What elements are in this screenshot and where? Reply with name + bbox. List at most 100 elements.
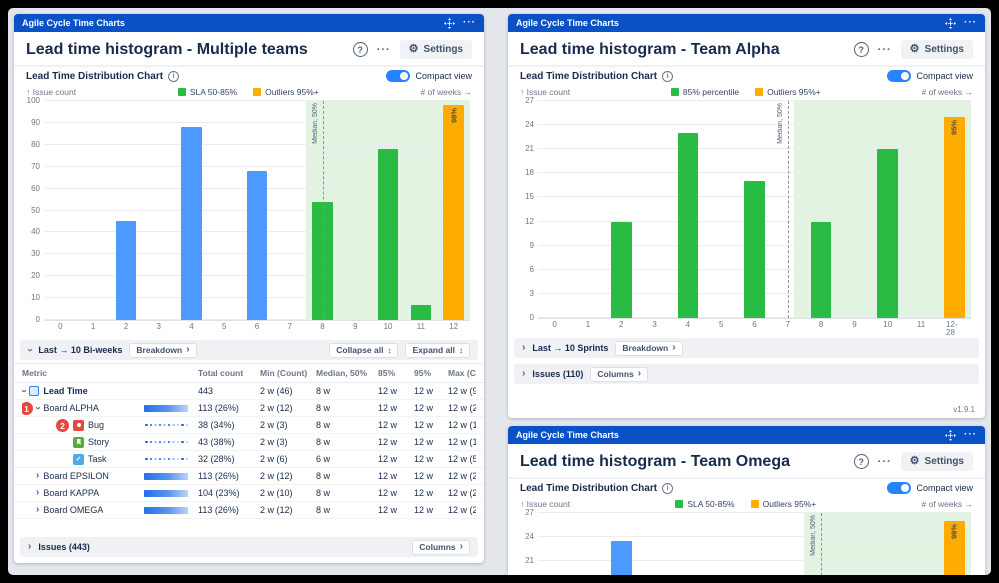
collapse-row-icon[interactable]: › xyxy=(22,389,30,392)
legend-item[interactable]: 85% percentile xyxy=(670,87,739,97)
column-header[interactable]: Total count xyxy=(198,368,244,378)
info-icon[interactable]: i xyxy=(662,70,674,82)
histogram-bar-x12[interactable]: 95% xyxy=(944,117,965,318)
histogram-bar-x2[interactable] xyxy=(610,221,632,318)
gadget-more-icon[interactable]: ··· xyxy=(463,17,476,28)
value-cell: 12 w (9 xyxy=(448,386,476,396)
move-gadget-icon[interactable] xyxy=(945,429,956,441)
histogram-bar-x6[interactable] xyxy=(744,181,765,318)
legend-item[interactable]: SLA 50-85% xyxy=(675,499,735,509)
percentile-label: 98% xyxy=(449,108,459,124)
info-icon[interactable]: i xyxy=(168,70,180,82)
histogram-bar-x10[interactable] xyxy=(377,149,399,320)
expand-section-icon[interactable]: › xyxy=(522,342,526,353)
column-header[interactable]: Metric xyxy=(22,368,48,378)
collapse-section-icon[interactable]: › xyxy=(24,348,36,352)
help-icon[interactable]: ? xyxy=(853,42,869,57)
expand-row-icon[interactable]: › xyxy=(36,470,40,481)
distribution-minibar xyxy=(144,472,188,480)
legend-item[interactable]: Outliers 95%+ xyxy=(750,499,816,509)
help-icon[interactable]: ? xyxy=(853,454,869,469)
y-tick-label: 80 xyxy=(31,139,40,149)
green-swatch-icon xyxy=(177,88,186,96)
column-header[interactable]: 85% xyxy=(378,368,396,378)
histogram-bar-x6[interactable] xyxy=(246,171,268,320)
expand-row-icon[interactable]: › xyxy=(36,487,40,498)
legend-item[interactable]: SLA 50-85% xyxy=(177,87,237,97)
settings-button[interactable]: ⚙ Settings xyxy=(900,452,973,471)
median-line xyxy=(821,513,823,575)
columns-button[interactable]: Columns › xyxy=(590,366,649,382)
value-cell: 12 w xyxy=(378,454,398,464)
gadget-more-icon[interactable]: ··· xyxy=(964,429,977,440)
collapse-all-label: Collapse all xyxy=(336,345,384,355)
y-tick-label: 60 xyxy=(31,183,40,193)
page-title: Lead time histogram - Team Alpha xyxy=(520,40,780,58)
histogram-bar-x12[interactable]: 98% xyxy=(443,105,464,320)
x-axis-label: # of weeks → xyxy=(921,87,974,97)
help-icon[interactable]: ? xyxy=(352,42,368,57)
gridline xyxy=(44,121,470,123)
histogram-bar-x10[interactable] xyxy=(877,149,899,318)
gadget-titlebar[interactable]: Agile Cycle Time Charts ··· xyxy=(508,14,985,32)
breakdown-button[interactable]: Breakdown › xyxy=(129,342,197,358)
column-header[interactable]: Max (Count) xyxy=(448,368,476,378)
expand-all-button[interactable]: Expand all ↕ xyxy=(405,342,470,358)
histogram-bar-x4[interactable] xyxy=(181,127,202,320)
legend-item[interactable]: Outliers 95%+ xyxy=(755,87,821,97)
compact-view-toggle[interactable] xyxy=(386,70,411,82)
table-row-board-epsilon[interactable]: › Board EPSILON 113 (26%) 2 w (12) 8 w 12 w 12… xyxy=(14,468,484,485)
move-gadget-icon[interactable] xyxy=(444,17,455,29)
settings-button[interactable]: ⚙ Settings xyxy=(399,40,472,59)
x-tick-label: 7 xyxy=(785,320,791,329)
plot-area: 0 3 6 9 12 15 18 21 24 27 0 1 2 3 4 5 6 7 8 9 10 11 12-28 Media… xyxy=(525,97,971,337)
legend-item[interactable]: Outliers 95%+ xyxy=(253,87,319,97)
table-row-task[interactable]: ✓ Task 32 (28%) 2 w (6) 6 w 12 w 12 w 12 w (5) xyxy=(14,451,484,468)
table-row-bug[interactable]: 2 Bug 38 (34%) 2 w (3) 8 w 12 w 12 w 12 w (10 xyxy=(14,417,484,434)
value-cell: 6 w xyxy=(316,454,331,464)
gadget-multiple-teams: Agile Cycle Time Charts ··· Lead time hi… xyxy=(14,14,484,563)
y-tick-label: 90 xyxy=(31,117,40,127)
breakdown-button[interactable]: Breakdown › xyxy=(615,340,683,356)
settings-button[interactable]: ⚙ Settings xyxy=(900,40,973,59)
move-gadget-icon[interactable] xyxy=(945,17,956,29)
column-header[interactable]: Min (Count) xyxy=(260,368,308,378)
collapse-row-icon[interactable]: › xyxy=(32,406,44,410)
chart-title-band: Lead Time Distribution Chart i Compact v… xyxy=(14,65,484,85)
more-options-icon[interactable]: ··· xyxy=(877,43,892,56)
gadget-titlebar[interactable]: Agile Cycle Time Charts ··· xyxy=(14,14,484,32)
gadget-titlebar[interactable]: Agile Cycle Time Charts ··· xyxy=(508,426,985,444)
table-row-board-kappa[interactable]: › Board KAPPA 104 (23%) 2 w (10) 8 w 12 w 12 w… xyxy=(14,485,484,502)
expand-issues-icon[interactable]: › xyxy=(28,541,32,552)
collapse-all-button[interactable]: Collapse all ↕ xyxy=(329,342,399,358)
compact-view-toggle[interactable] xyxy=(887,482,912,494)
histogram-bar-x11[interactable] xyxy=(410,304,431,320)
value-cell: 2 w (46) xyxy=(260,386,293,396)
histogram-bar-x2[interactable] xyxy=(115,221,137,320)
table-row-board-omega[interactable]: › Board OMEGA 113 (26%) 2 w (12) 8 w 12 w 12 w… xyxy=(14,502,484,519)
gadget-team-alpha: Agile Cycle Time Charts ··· Lead time hi… xyxy=(508,14,985,418)
more-options-icon[interactable]: ··· xyxy=(877,455,892,468)
info-icon[interactable]: i xyxy=(662,482,674,494)
chart-title-band: Lead Time Distribution Chart i Compact v… xyxy=(508,477,985,497)
gadget-more-icon[interactable]: ··· xyxy=(964,17,977,28)
histogram-bar-x12[interactable]: 98% xyxy=(944,521,965,575)
table-row-story[interactable]: Story 43 (38%) 2 w (3) 8 w 12 w 12 w 12 w (10 xyxy=(14,434,484,451)
table-row-board-alpha[interactable]: 1 › Board ALPHA 113 (26%) 2 w (12) 8 w 12 w 12 … xyxy=(14,400,484,417)
columns-button[interactable]: Columns › xyxy=(412,539,470,555)
gadget-titlebar-text: Agile Cycle Time Charts xyxy=(516,18,619,28)
x-axis-label: # of weeks → xyxy=(921,499,974,509)
histogram-bar-x4[interactable] xyxy=(677,133,699,318)
expand-row-icon[interactable]: › xyxy=(36,504,40,515)
expand-issues-icon[interactable]: › xyxy=(522,368,526,379)
table-row-lead-time[interactable]: › Lead Time 443 2 w (46) 8 w 12 w 12 w 12 w (9 xyxy=(14,383,484,400)
metric-cell: › Lead Time xyxy=(22,383,198,399)
more-options-icon[interactable]: ··· xyxy=(376,43,391,56)
compact-view-toggle[interactable] xyxy=(887,70,912,82)
histogram-bar-x8[interactable] xyxy=(810,221,832,318)
metric-label: Board ALPHA xyxy=(43,403,99,413)
titlebar-actions: ··· xyxy=(945,17,977,29)
column-header[interactable]: 95% xyxy=(414,368,432,378)
histogram-bar-x2[interactable] xyxy=(610,541,632,575)
column-header[interactable]: Median, 50% xyxy=(316,368,368,378)
